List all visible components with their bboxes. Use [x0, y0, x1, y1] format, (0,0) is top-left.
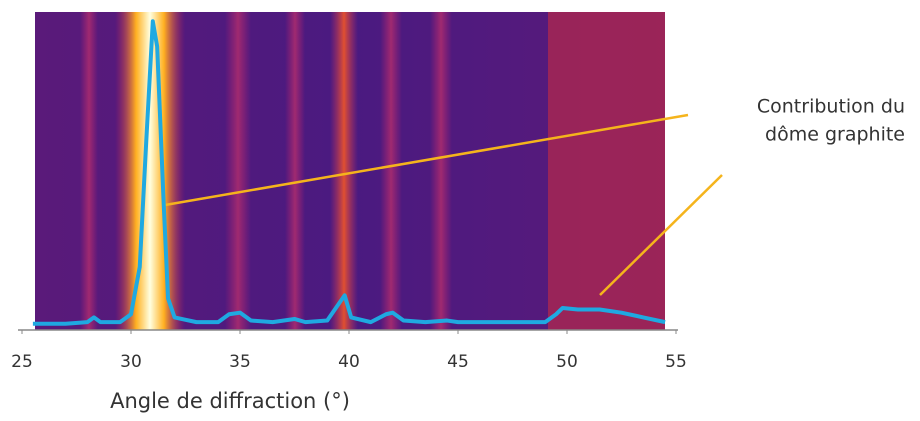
x-tick-label: 55 — [665, 352, 687, 372]
detector-image — [35, 12, 665, 330]
x-axis-label: Angle de diffraction (°) — [110, 389, 350, 413]
annotation-arrow — [164, 113, 689, 207]
x-tick-label: 45 — [447, 352, 469, 372]
x-tick-label: 50 — [556, 352, 578, 372]
x-tick-label: 40 — [338, 352, 360, 372]
x-tick-label: 30 — [120, 352, 142, 372]
x-tick-label: 35 — [229, 352, 251, 372]
annotation-arrow — [599, 174, 723, 296]
annotation: dôme graphite — [765, 124, 905, 146]
annotation: Contribution du — [757, 96, 905, 118]
data-line — [32, 19, 666, 326]
x-tick-label: 25 — [11, 352, 33, 372]
